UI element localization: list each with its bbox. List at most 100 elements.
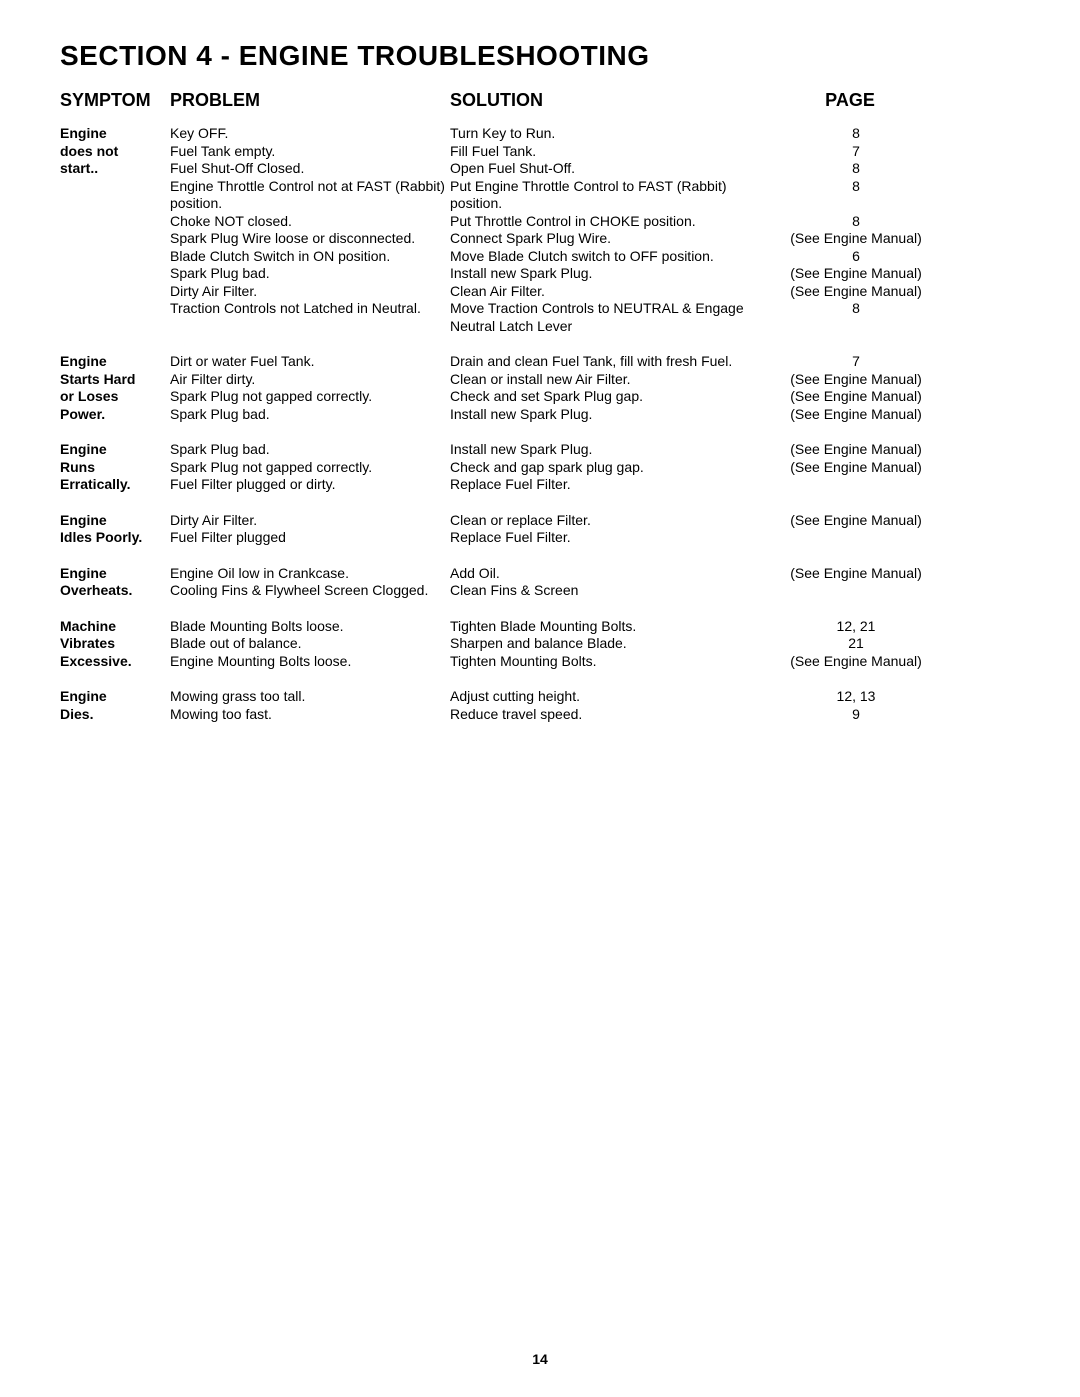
page-cell: (See Engine Manual)	[756, 371, 956, 389]
page-cell: 7	[756, 353, 956, 371]
section-title: SECTION 4 - ENGINE TROUBLESHOOTING	[60, 40, 1020, 72]
table-row: Blade out of balance.Sharpen and balance…	[170, 635, 1020, 653]
problem-cell: Mowing grass too tall.	[170, 688, 450, 706]
solution-cell: Replace Fuel Filter.	[450, 529, 756, 547]
problem-cell: Dirt or water Fuel Tank.	[170, 353, 450, 371]
problem-cell: Blade Mounting Bolts loose.	[170, 618, 450, 636]
table-row: Air Filter dirty.Clean or install new Ai…	[170, 371, 1020, 389]
header-solution: SOLUTION	[450, 90, 750, 111]
solution-cell: Fill Fuel Tank.	[450, 143, 756, 161]
page-cell: (See Engine Manual)	[756, 283, 956, 301]
solution-cell: Check and gap spark plug gap.	[450, 459, 756, 477]
header-symptom: SYMPTOM	[60, 90, 170, 111]
rows-wrap: Blade Mounting Bolts loose.Tighten Blade…	[170, 618, 1020, 671]
symptom-group: Engine does not start..Key OFF.Turn Key …	[60, 125, 1020, 335]
problem-cell: Spark Plug bad.	[170, 406, 450, 424]
problem-cell: Key OFF.	[170, 125, 450, 143]
table-row: Blade Clutch Switch in ON position.Move …	[170, 248, 1020, 266]
table-row: Fuel Tank empty.Fill Fuel Tank.7	[170, 143, 1020, 161]
page-cell: (See Engine Manual)	[756, 230, 956, 248]
table-row: Spark Plug not gapped correctly.Check an…	[170, 388, 1020, 406]
solution-cell: Clean Fins & Screen	[450, 582, 756, 600]
page-cell: 9	[756, 706, 956, 724]
solution-cell: Clean Air Filter.	[450, 283, 756, 301]
rows-wrap: Mowing grass too tall.Adjust cutting hei…	[170, 688, 1020, 723]
rows-wrap: Key OFF.Turn Key to Run.8Fuel Tank empty…	[170, 125, 1020, 335]
solution-cell: Adjust cutting height.	[450, 688, 756, 706]
page-cell: (See Engine Manual)	[756, 441, 956, 459]
solution-cell: Tighten Mounting Bolts.	[450, 653, 756, 671]
problem-cell: Blade out of balance.	[170, 635, 450, 653]
rows-wrap: Spark Plug bad.Install new Spark Plug.(S…	[170, 441, 1020, 494]
page-cell: 7	[756, 143, 956, 161]
table-row: Fuel Filter pluggedReplace Fuel Filter.	[170, 529, 1020, 547]
problem-cell: Air Filter dirty.	[170, 371, 450, 389]
table-row: Traction Controls not Latched in Neutral…	[170, 300, 1020, 335]
table-row: Cooling Fins & Flywheel Screen Clogged.C…	[170, 582, 1020, 600]
page-cell: (See Engine Manual)	[756, 459, 956, 477]
symptom-group: Engine Dies.Mowing grass too tall.Adjust…	[60, 688, 1020, 723]
problem-cell: Choke NOT closed.	[170, 213, 450, 231]
solution-cell: Drain and clean Fuel Tank, fill with fre…	[450, 353, 756, 371]
table-row: Engine Oil low in Crankcase.Add Oil.(See…	[170, 565, 1020, 583]
table-row: Fuel Filter plugged or dirty.Replace Fue…	[170, 476, 1020, 494]
solution-cell: Put Throttle Control in CHOKE position.	[450, 213, 756, 231]
solution-cell: Open Fuel Shut-Off.	[450, 160, 756, 178]
table-row: Engine Throttle Control not at FAST (Rab…	[170, 178, 1020, 213]
solution-cell: Reduce travel speed.	[450, 706, 756, 724]
problem-cell: Engine Oil low in Crankcase.	[170, 565, 450, 583]
symptom-cell: Engine Runs Erratically.	[60, 441, 170, 494]
rows-wrap: Dirty Air Filter.Clean or replace Filter…	[170, 512, 1020, 547]
page-cell: 8	[756, 213, 956, 231]
problem-cell: Dirty Air Filter.	[170, 512, 450, 530]
table-row: Dirt or water Fuel Tank.Drain and clean …	[170, 353, 1020, 371]
problem-cell: Fuel Filter plugged	[170, 529, 450, 547]
table-row: Blade Mounting Bolts loose.Tighten Blade…	[170, 618, 1020, 636]
table-row: Mowing too fast.Reduce travel speed.9	[170, 706, 1020, 724]
table-row: Key OFF.Turn Key to Run.8	[170, 125, 1020, 143]
symptom-cell: Engine Idles Poorly.	[60, 512, 170, 547]
page-cell: 8	[756, 125, 956, 143]
solution-cell: Connect Spark Plug Wire.	[450, 230, 756, 248]
page-cell: (See Engine Manual)	[756, 512, 956, 530]
table-row: Dirty Air Filter.Clean Air Filter.(See E…	[170, 283, 1020, 301]
page-cell: (See Engine Manual)	[756, 265, 956, 283]
problem-cell: Dirty Air Filter.	[170, 283, 450, 301]
solution-cell: Install new Spark Plug.	[450, 441, 756, 459]
symptom-group: Engine Overheats.Engine Oil low in Crank…	[60, 565, 1020, 600]
table-row: Spark Plug Wire loose or disconnected.Co…	[170, 230, 1020, 248]
page-cell: (See Engine Manual)	[756, 388, 956, 406]
problem-cell: Mowing too fast.	[170, 706, 450, 724]
page-number: 14	[0, 1351, 1080, 1367]
problem-cell: Engine Mounting Bolts loose.	[170, 653, 450, 671]
troubleshooting-table-body: Engine does not start..Key OFF.Turn Key …	[60, 125, 1020, 723]
solution-cell: Add Oil.	[450, 565, 756, 583]
table-row: Spark Plug bad.Install new Spark Plug.(S…	[170, 406, 1020, 424]
page-cell: (See Engine Manual)	[756, 653, 956, 671]
manual-page: SECTION 4 - ENGINE TROUBLESHOOTING SYMPT…	[0, 0, 1080, 1397]
table-row: Spark Plug bad.Install new Spark Plug.(S…	[170, 265, 1020, 283]
table-row: Spark Plug bad.Install new Spark Plug.(S…	[170, 441, 1020, 459]
solution-cell: Clean or install new Air Filter.	[450, 371, 756, 389]
table-row: Engine Mounting Bolts loose.Tighten Moun…	[170, 653, 1020, 671]
solution-cell: Move Traction Controls to NEUTRAL & Enga…	[450, 300, 756, 335]
problem-cell: Cooling Fins & Flywheel Screen Clogged.	[170, 582, 450, 600]
page-cell: (See Engine Manual)	[756, 406, 956, 424]
solution-cell: Install new Spark Plug.	[450, 406, 756, 424]
problem-cell: Blade Clutch Switch in ON position.	[170, 248, 450, 266]
page-cell: 6	[756, 248, 956, 266]
symptom-cell: Engine Dies.	[60, 688, 170, 723]
problem-cell: Spark Plug bad.	[170, 441, 450, 459]
table-row: Mowing grass too tall.Adjust cutting hei…	[170, 688, 1020, 706]
solution-cell: Tighten Blade Mounting Bolts.	[450, 618, 756, 636]
page-cell: 12, 13	[756, 688, 956, 706]
table-row: Dirty Air Filter.Clean or replace Filter…	[170, 512, 1020, 530]
page-cell: 12, 21	[756, 618, 956, 636]
solution-cell: Sharpen and balance Blade.	[450, 635, 756, 653]
page-cell: 8	[756, 160, 956, 178]
symptom-group: Engine Idles Poorly.Dirty Air Filter.Cle…	[60, 512, 1020, 547]
table-row: Choke NOT closed.Put Throttle Control in…	[170, 213, 1020, 231]
symptom-group: Engine Starts Hard or Loses Power.Dirt o…	[60, 353, 1020, 423]
table-header-row: SYMPTOM PROBLEM SOLUTION PAGE	[60, 90, 1020, 111]
problem-cell: Fuel Filter plugged or dirty.	[170, 476, 450, 494]
